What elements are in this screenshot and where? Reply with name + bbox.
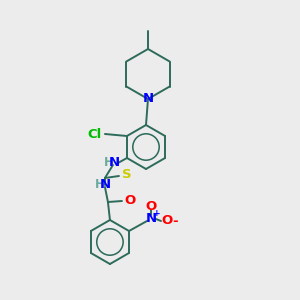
Text: H: H	[104, 157, 114, 169]
Text: +: +	[153, 209, 161, 218]
Text: N: N	[142, 92, 154, 106]
Text: N: N	[99, 178, 110, 191]
Text: N: N	[108, 157, 119, 169]
Text: N: N	[146, 212, 157, 226]
Text: O: O	[161, 214, 172, 227]
Text: H: H	[95, 178, 105, 191]
Text: S: S	[122, 167, 132, 181]
Text: O: O	[146, 200, 157, 212]
Text: O: O	[124, 194, 136, 206]
Text: -: -	[172, 214, 178, 227]
Text: Cl: Cl	[88, 128, 102, 140]
